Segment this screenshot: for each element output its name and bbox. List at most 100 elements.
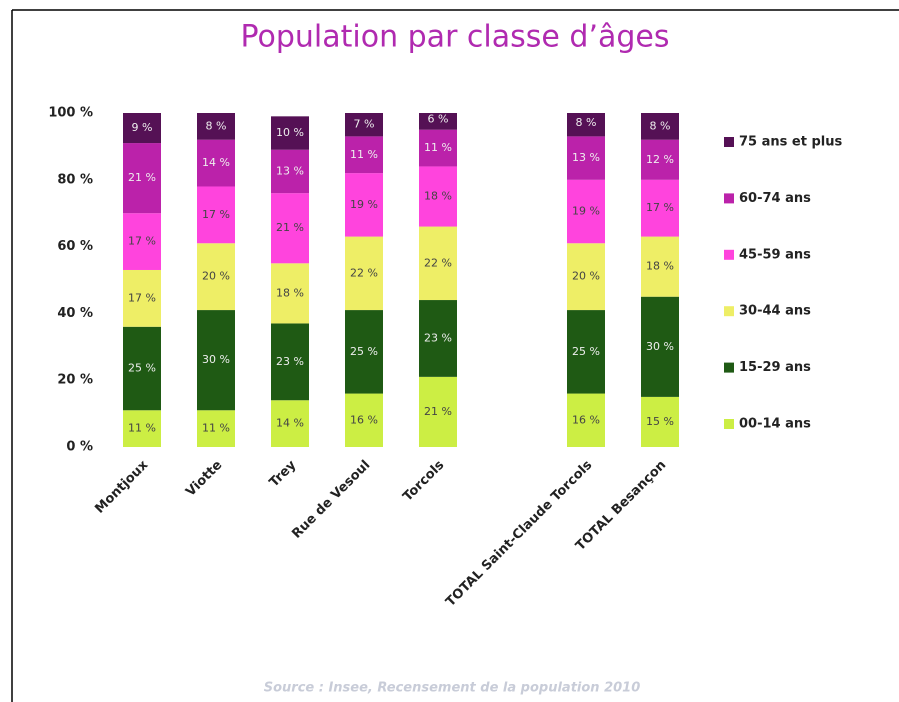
bar-segment [641, 113, 679, 140]
value-label: 25 % [128, 362, 156, 375]
value-label: 30 % [202, 353, 230, 366]
value-label: 17 % [128, 235, 156, 248]
bar-segment [123, 326, 161, 411]
legend-swatch [724, 419, 734, 429]
value-label: 11 % [350, 148, 378, 161]
value-label: 8 % [650, 119, 671, 132]
legend-swatch [724, 362, 734, 373]
bar-segment [271, 323, 309, 401]
bar-segment [567, 113, 605, 137]
value-label: 11 % [424, 141, 452, 154]
legend-label: 60-74 ans [739, 191, 811, 206]
bar-segment [419, 300, 457, 377]
value-label: 14 % [202, 156, 230, 169]
legend-label: 75 ans et plus [739, 135, 842, 150]
value-label: 9 % [132, 121, 153, 134]
legend-label: 15-29 ans [739, 360, 811, 375]
value-label: 17 % [128, 291, 156, 304]
value-label: 13 % [276, 164, 304, 177]
bar-segment [271, 263, 309, 324]
bar-segment [197, 186, 235, 244]
value-label: 16 % [350, 413, 378, 426]
legend-label: 00-14 ans [739, 417, 811, 432]
y-tick-label: 80 % [57, 172, 93, 187]
value-label: 8 % [576, 116, 597, 129]
bar-segment [197, 410, 235, 447]
value-label: 16 % [572, 413, 600, 426]
value-label: 22 % [424, 256, 452, 269]
value-label: 21 % [424, 405, 452, 418]
bar-segment [197, 139, 235, 187]
value-label: 18 % [276, 286, 304, 299]
value-label: 12 % [646, 153, 674, 166]
bar-segment [567, 393, 605, 447]
bar-segment [567, 310, 605, 394]
bar-segment [271, 116, 309, 150]
value-label: 21 % [276, 221, 304, 234]
value-label: 23 % [424, 331, 452, 344]
value-label: 18 % [424, 190, 452, 203]
y-tick-label: 100 % [48, 106, 93, 121]
value-label: 8 % [206, 119, 227, 132]
source-note: Source : Insee, Recensement de la popula… [264, 681, 641, 696]
value-label: 30 % [646, 340, 674, 353]
y-tick-label: 40 % [57, 306, 93, 321]
legend-label: 45-59 ans [739, 247, 811, 262]
value-label: 13 % [572, 151, 600, 164]
value-label: 17 % [202, 208, 230, 221]
value-label: 14 % [276, 417, 304, 430]
bar-segment [197, 243, 235, 311]
bar-segment [271, 193, 309, 264]
bar-segment [123, 213, 161, 270]
bar-segment [641, 179, 679, 237]
bar-segment [419, 226, 457, 301]
bar-segment [345, 113, 383, 137]
bar-segment [641, 139, 679, 180]
value-label: 15 % [646, 415, 674, 428]
bar-segment [197, 113, 235, 140]
legend-swatch [724, 249, 734, 260]
bar-segment [641, 396, 679, 447]
bar-segment [345, 393, 383, 447]
value-label: 20 % [572, 270, 600, 283]
y-tick-label: 20 % [57, 373, 93, 388]
y-tick-label: 0 % [66, 440, 93, 455]
bar-segment [345, 173, 383, 237]
bar-segment [197, 310, 235, 411]
bar-segment [567, 243, 605, 311]
bar-segment [271, 400, 309, 447]
bar-segment [567, 179, 605, 244]
value-label: 10 % [276, 126, 304, 139]
value-label: 17 % [646, 201, 674, 214]
bar-segment [123, 410, 161, 447]
bar-segment [345, 310, 383, 394]
bar-segment [123, 143, 161, 214]
legend-label: 30-44 ans [739, 304, 811, 319]
chart-title: Population par classe d’âges [240, 20, 669, 55]
bar-segment [345, 236, 383, 311]
legend-swatch [724, 137, 734, 147]
bar-segment [567, 136, 605, 180]
bar-segment [345, 136, 383, 174]
value-label: 25 % [350, 345, 378, 358]
legend-swatch [724, 193, 734, 204]
bar-segment [641, 296, 679, 397]
value-label: 21 % [128, 171, 156, 184]
value-label: 25 % [572, 345, 600, 358]
value-label: 22 % [350, 266, 378, 279]
value-label: 7 % [354, 118, 375, 131]
value-label: 23 % [276, 355, 304, 368]
bar-segment [123, 269, 161, 327]
bar-segment [641, 236, 679, 297]
bar-segment [271, 149, 309, 194]
value-label: 18 % [646, 260, 674, 273]
value-label: 20 % [202, 270, 230, 283]
bar-segment [419, 129, 457, 167]
bar-segment [419, 113, 457, 130]
value-label: 19 % [350, 198, 378, 211]
value-label: 11 % [202, 422, 230, 435]
bar-segment [419, 376, 457, 447]
bar-segment [123, 113, 161, 144]
bar-segment [419, 166, 457, 227]
